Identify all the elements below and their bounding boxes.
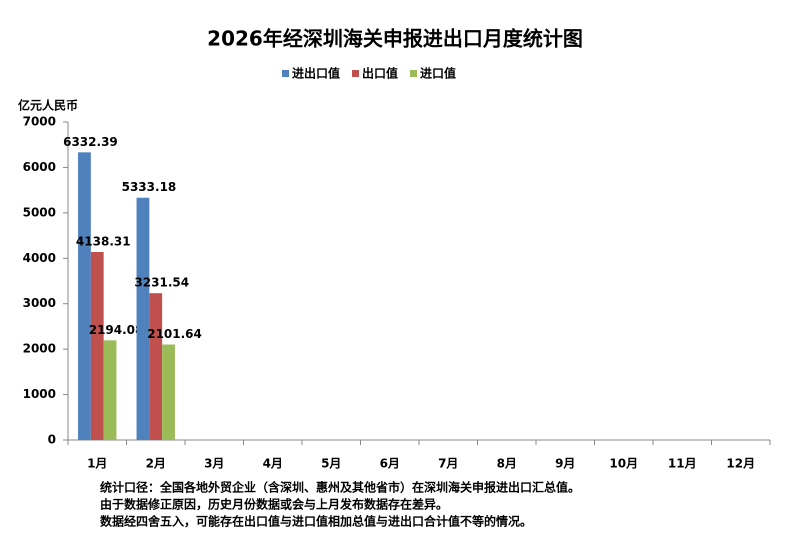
bar: [78, 152, 91, 441]
x-tick-label: 8月: [497, 457, 517, 471]
x-tick-label: 4月: [263, 457, 283, 471]
legend-swatch: [410, 70, 418, 77]
y-tick-label: 0: [48, 433, 56, 447]
y-tick-label: 7000: [23, 115, 56, 129]
x-tick-label: 6月: [380, 457, 400, 471]
bar: [136, 197, 150, 440]
data-label: 6332.39: [63, 135, 118, 149]
y-tick-label: 2000: [23, 342, 56, 356]
data-label: 2194.08: [89, 323, 144, 337]
bar: [90, 252, 104, 440]
x-tick-label: 11月: [668, 457, 697, 471]
x-tick-label: 5月: [321, 457, 341, 471]
x-tick-label: 1月: [87, 457, 107, 471]
y-tick-label: 3000: [23, 296, 56, 310]
y-tick-label: 4000: [23, 251, 56, 265]
x-tick-label: 10月: [609, 457, 638, 471]
bar: [149, 293, 163, 440]
legend-swatch: [352, 70, 360, 77]
data-label: 4138.31: [76, 235, 131, 249]
note: 统计口径：全国各地外贸企业（含深圳、惠州及其他省市）在深圳海关申报进出口汇总值。: [100, 480, 580, 495]
note: 由于数据修正原因，历史月份数据或会与上月发布数据存在差异。: [100, 497, 448, 512]
y-tick-label: 1000: [23, 387, 56, 401]
data-label: 3231.54: [134, 276, 189, 290]
bar: [162, 344, 175, 440]
y-tick-label: 5000: [23, 205, 56, 219]
data-label: 2101.64: [147, 327, 202, 341]
bar: [103, 340, 117, 440]
chart-title: 2026年经深圳海关申报进出口月度统计图: [207, 27, 583, 51]
legend-swatch: [282, 70, 289, 77]
y-tick-label: 6000: [23, 160, 56, 174]
legend-label: 进出口值: [292, 66, 340, 81]
x-tick-label: 3月: [204, 457, 224, 471]
data-label: 5333.18: [122, 180, 177, 194]
note: 数据经四舍五入，可能存在出口值与进口值相加总值与进出口合计值不等的情况。: [100, 514, 532, 529]
legend-label: 进口值: [420, 66, 456, 81]
x-tick-label: 12月: [726, 457, 755, 471]
y-axis-label: 亿元人民币: [18, 98, 78, 113]
legend-label: 出口值: [362, 66, 398, 81]
x-tick-label: 7月: [438, 457, 458, 471]
x-tick-label: 9月: [555, 457, 575, 471]
x-tick-label: 2月: [146, 457, 166, 471]
